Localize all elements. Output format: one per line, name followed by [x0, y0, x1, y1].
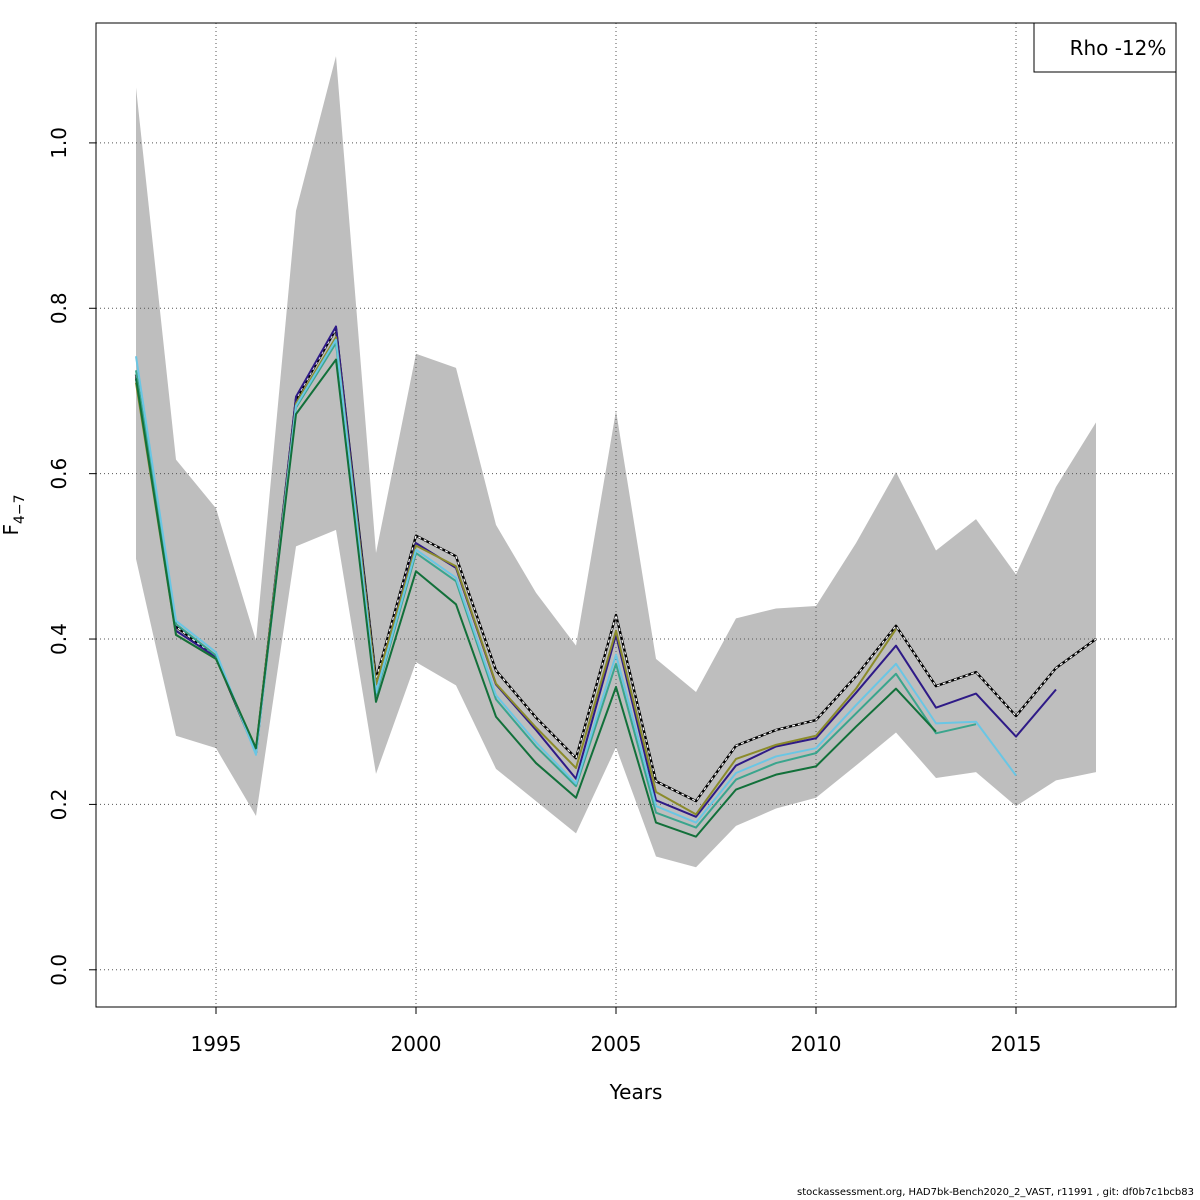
- y-tick-label: 0.0: [47, 954, 71, 986]
- svg-text:F4−7: F4−7: [0, 494, 28, 535]
- legend-text: Rho -12%: [1070, 36, 1167, 60]
- x-tick-label: 1995: [191, 1032, 242, 1056]
- x-tick-label: 2010: [791, 1032, 842, 1056]
- y-axis-title-subscript: 4−7: [12, 494, 28, 524]
- y-axis-title: F4−7: [0, 494, 28, 535]
- grid-layer: [96, 23, 1176, 1007]
- x-axis-title: Years: [609, 1080, 663, 1104]
- x-tick-label: 2015: [991, 1032, 1042, 1056]
- y-tick-label: 0.2: [47, 789, 71, 821]
- legend: Rho -12%: [1033, 22, 1177, 73]
- y-axis-title-main: F: [0, 524, 23, 536]
- y-tick-label: 1.0: [47, 127, 71, 159]
- confidence-band: [136, 56, 1096, 868]
- axis-layer: 1995 2000 2005 2010 2015 0.0 0.2 0.4 0.6 0.8 1.0: [47, 127, 1041, 1056]
- y-tick-label: 0.8: [47, 292, 71, 324]
- y-tick-label: 0.6: [47, 458, 71, 490]
- confidence-band-layer: [136, 56, 1096, 868]
- x-tick-label: 2005: [591, 1032, 642, 1056]
- x-tick-label: 2000: [391, 1032, 442, 1056]
- plot-frame: [95, 22, 1177, 1008]
- series-line: [135, 358, 937, 838]
- series-layer: [134, 325, 1097, 838]
- legend-box: [1033, 22, 1177, 73]
- footer-credit: stockassessment.org, HAD7bk-Bench2020_2_…: [796, 1187, 1194, 1198]
- y-tick-label: 0.4: [47, 623, 71, 655]
